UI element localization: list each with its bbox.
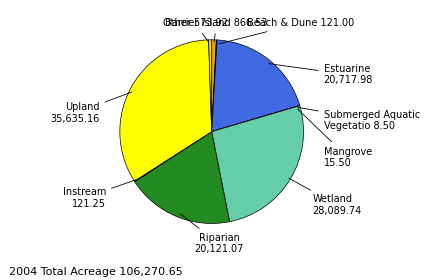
Wedge shape — [120, 40, 212, 181]
Text: Barrier Island 866.53: Barrier Island 866.53 — [165, 18, 267, 42]
Text: Wetland
28,089.74: Wetland 28,089.74 — [289, 178, 362, 216]
Wedge shape — [212, 106, 300, 132]
Wedge shape — [212, 106, 304, 222]
Text: Mangrove
15.50: Mangrove 15.50 — [297, 109, 372, 168]
Text: Estuarine
20,717.98: Estuarine 20,717.98 — [269, 64, 373, 85]
Wedge shape — [212, 40, 217, 132]
Wedge shape — [209, 40, 212, 132]
Wedge shape — [135, 132, 229, 223]
Text: Submerged Aquatic
Vegetatio 8.50: Submerged Aquatic Vegetatio 8.50 — [298, 107, 420, 131]
Text: Beach & Dune 121.00: Beach & Dune 121.00 — [219, 18, 354, 44]
Text: Other 573.92: Other 573.92 — [163, 18, 228, 42]
Wedge shape — [212, 40, 300, 132]
Wedge shape — [212, 106, 300, 132]
Text: Upland
35,635.16: Upland 35,635.16 — [51, 92, 132, 124]
Text: Riparian
20,121.07: Riparian 20,121.07 — [180, 214, 244, 255]
Text: Instream
121.25: Instream 121.25 — [63, 180, 136, 209]
Text: 2004 Total Acreage 106,270.65: 2004 Total Acreage 106,270.65 — [9, 267, 182, 277]
Wedge shape — [134, 132, 212, 182]
Wedge shape — [212, 40, 216, 132]
